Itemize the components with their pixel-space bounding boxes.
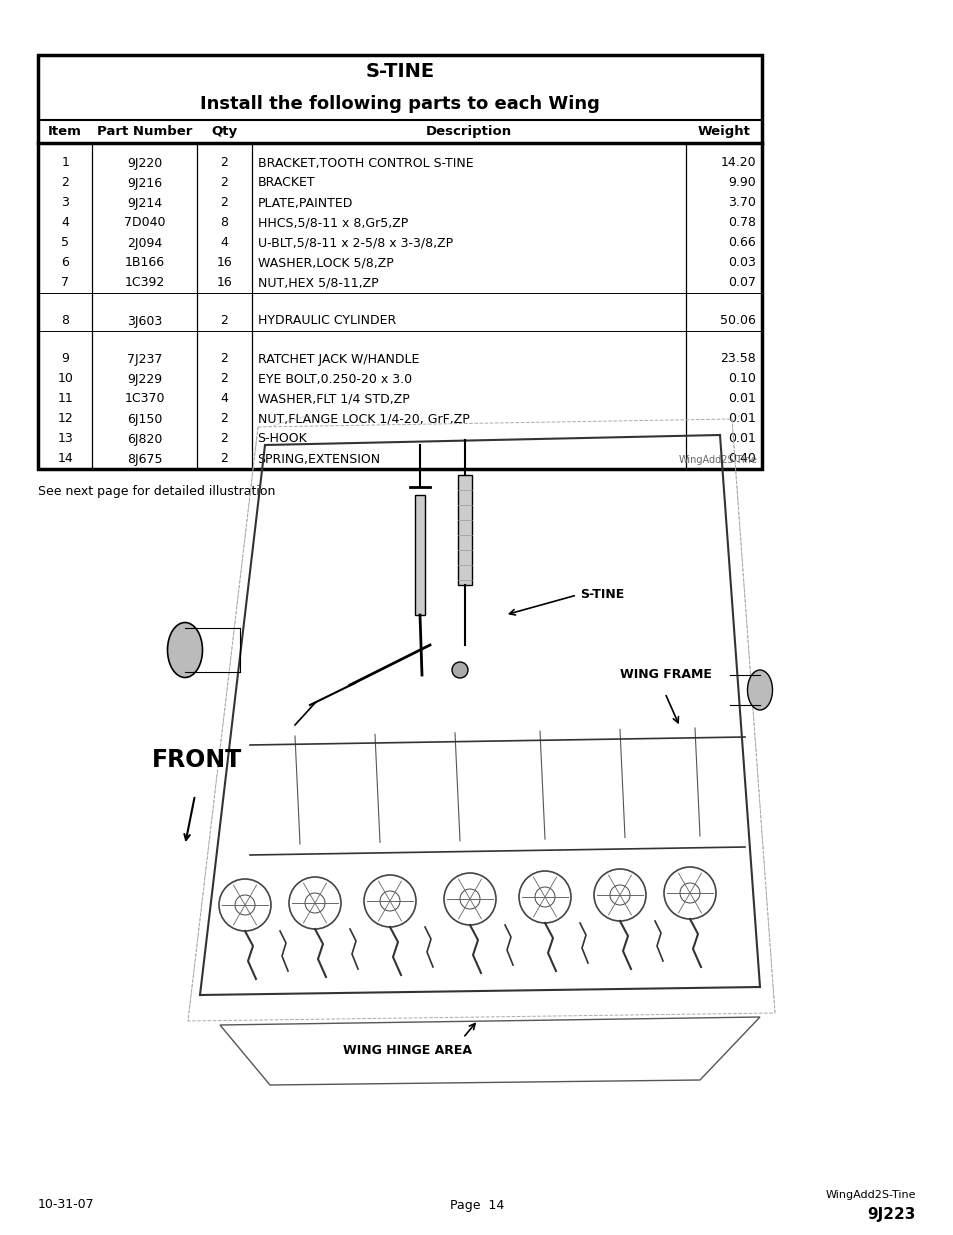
Text: 2: 2 xyxy=(220,452,228,466)
Text: FRONT: FRONT xyxy=(152,748,242,772)
Text: 6J820: 6J820 xyxy=(127,432,162,446)
Text: 9J216: 9J216 xyxy=(127,177,162,189)
Text: 0.78: 0.78 xyxy=(727,216,755,230)
Polygon shape xyxy=(415,495,424,615)
Text: 0.01: 0.01 xyxy=(727,393,755,405)
Text: 7: 7 xyxy=(61,277,69,289)
Polygon shape xyxy=(457,475,472,585)
Text: PLATE,PAINTED: PLATE,PAINTED xyxy=(257,196,353,210)
Text: Part Number: Part Number xyxy=(97,125,193,138)
Text: 1: 1 xyxy=(61,157,69,169)
Text: WingAdd2S-Tine: WingAdd2S-Tine xyxy=(679,454,758,466)
Ellipse shape xyxy=(747,671,772,710)
Text: 2: 2 xyxy=(220,352,228,366)
Text: 9: 9 xyxy=(61,352,69,366)
Text: S-TINE: S-TINE xyxy=(579,589,623,601)
Text: 2: 2 xyxy=(220,196,228,210)
Text: SPRING,EXTENSION: SPRING,EXTENSION xyxy=(257,452,380,466)
Text: Install the following parts to each Wing: Install the following parts to each Wing xyxy=(200,95,599,112)
Text: 2: 2 xyxy=(220,373,228,385)
Text: 9J220: 9J220 xyxy=(127,157,162,169)
Text: 3J603: 3J603 xyxy=(127,315,162,327)
Text: 2: 2 xyxy=(220,412,228,426)
Text: WING HINGE AREA: WING HINGE AREA xyxy=(343,1044,472,1056)
Ellipse shape xyxy=(168,622,202,678)
Text: HHCS,5/8-11 x 8,Gr5,ZP: HHCS,5/8-11 x 8,Gr5,ZP xyxy=(257,216,407,230)
Text: EYE BOLT,0.250-20 x 3.0: EYE BOLT,0.250-20 x 3.0 xyxy=(257,373,412,385)
Bar xyxy=(38,56,761,469)
Text: 16: 16 xyxy=(216,257,233,269)
Text: 13: 13 xyxy=(57,432,73,446)
Text: 23.58: 23.58 xyxy=(720,352,755,366)
Text: 9J214: 9J214 xyxy=(127,196,162,210)
Text: BRACKET: BRACKET xyxy=(257,177,314,189)
Text: 0.01: 0.01 xyxy=(727,412,755,426)
Text: 0.07: 0.07 xyxy=(727,277,755,289)
Text: 1C392: 1C392 xyxy=(125,277,165,289)
Text: Page  14: Page 14 xyxy=(450,1198,503,1212)
Text: S-HOOK: S-HOOK xyxy=(257,432,307,446)
Text: Qty: Qty xyxy=(212,125,237,138)
Text: Description: Description xyxy=(425,125,512,138)
Text: 12: 12 xyxy=(57,412,73,426)
Text: 2: 2 xyxy=(220,177,228,189)
Text: 11: 11 xyxy=(57,393,73,405)
Text: 4: 4 xyxy=(220,236,228,249)
Text: 7J237: 7J237 xyxy=(127,352,162,366)
Text: 0.66: 0.66 xyxy=(727,236,755,249)
Text: 6: 6 xyxy=(61,257,69,269)
Text: 2: 2 xyxy=(61,177,69,189)
Text: 8: 8 xyxy=(220,216,228,230)
Text: 14: 14 xyxy=(57,452,73,466)
Text: Item: Item xyxy=(49,125,82,138)
Text: RATCHET JACK W/HANDLE: RATCHET JACK W/HANDLE xyxy=(257,352,418,366)
Text: 0.01: 0.01 xyxy=(727,432,755,446)
Text: 1C370: 1C370 xyxy=(125,393,165,405)
Text: 10: 10 xyxy=(57,373,73,385)
Text: 2: 2 xyxy=(220,315,228,327)
Text: 4: 4 xyxy=(61,216,69,230)
Text: See next page for detailed illustration: See next page for detailed illustration xyxy=(38,484,275,498)
Text: 10-31-07: 10-31-07 xyxy=(38,1198,94,1212)
Text: 0.40: 0.40 xyxy=(727,452,755,466)
Text: NUT,FLANGE LOCK 1/4-20, GrF,ZP: NUT,FLANGE LOCK 1/4-20, GrF,ZP xyxy=(257,412,469,426)
Text: WingAdd2S-Tine: WingAdd2S-Tine xyxy=(824,1191,915,1200)
Text: 9J229: 9J229 xyxy=(127,373,162,385)
Text: 8: 8 xyxy=(61,315,69,327)
Text: 6J150: 6J150 xyxy=(127,412,162,426)
Text: 1B166: 1B166 xyxy=(125,257,165,269)
Text: WASHER,LOCK 5/8,ZP: WASHER,LOCK 5/8,ZP xyxy=(257,257,393,269)
Text: WASHER,FLT 1/4 STD,ZP: WASHER,FLT 1/4 STD,ZP xyxy=(257,393,409,405)
Text: 8J675: 8J675 xyxy=(127,452,162,466)
Text: WING FRAME: WING FRAME xyxy=(619,668,711,682)
Text: BRACKET,TOOTH CONTROL S-TINE: BRACKET,TOOTH CONTROL S-TINE xyxy=(257,157,473,169)
Text: 2J094: 2J094 xyxy=(127,236,162,249)
Text: NUT,HEX 5/8-11,ZP: NUT,HEX 5/8-11,ZP xyxy=(257,277,377,289)
Text: 9.90: 9.90 xyxy=(727,177,755,189)
Circle shape xyxy=(452,662,468,678)
Text: 3.70: 3.70 xyxy=(727,196,755,210)
Text: 14.20: 14.20 xyxy=(720,157,755,169)
Text: 4: 4 xyxy=(220,393,228,405)
Text: 16: 16 xyxy=(216,277,233,289)
Text: Weight: Weight xyxy=(697,125,750,138)
Text: S-TINE: S-TINE xyxy=(365,62,435,82)
Text: 50.06: 50.06 xyxy=(720,315,755,327)
Text: HYDRAULIC CYLINDER: HYDRAULIC CYLINDER xyxy=(257,315,395,327)
Text: 7D040: 7D040 xyxy=(124,216,166,230)
Text: 2: 2 xyxy=(220,157,228,169)
Text: 9J223: 9J223 xyxy=(866,1208,915,1223)
Text: 3: 3 xyxy=(61,196,69,210)
Text: 0.03: 0.03 xyxy=(727,257,755,269)
Text: 5: 5 xyxy=(61,236,69,249)
Text: 0.10: 0.10 xyxy=(727,373,755,385)
Text: 2: 2 xyxy=(220,432,228,446)
Text: U-BLT,5/8-11 x 2-5/8 x 3-3/8,ZP: U-BLT,5/8-11 x 2-5/8 x 3-3/8,ZP xyxy=(257,236,453,249)
